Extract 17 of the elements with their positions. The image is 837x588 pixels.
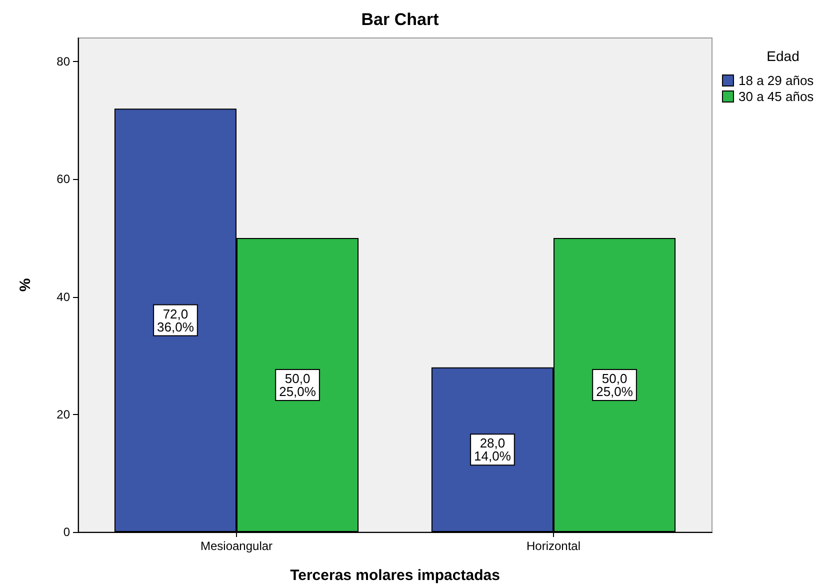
data-label: 72,0 36,0% bbox=[157, 306, 194, 334]
x-tick-label: Mesioangular bbox=[200, 539, 273, 553]
y-tick-label: 80 bbox=[56, 54, 70, 69]
legend-label: 30 a 45 años bbox=[738, 89, 814, 104]
data-label: 50,0 25,0% bbox=[596, 370, 634, 399]
legend-label: 18 a 29 años bbox=[738, 73, 814, 88]
data-label: 50,0 25,0% bbox=[279, 370, 316, 399]
y-tick-label: 20 bbox=[56, 407, 70, 422]
y-tick-label: 40 bbox=[56, 290, 70, 304]
x-axis-title: Terceras molares impactadas bbox=[290, 567, 500, 584]
y-tick-label: 60 bbox=[56, 172, 70, 186]
y-axis-title: % bbox=[17, 278, 34, 292]
y-tick-label: 0 bbox=[63, 525, 70, 539]
chart-title: Bar Chart bbox=[361, 10, 440, 29]
x-tick-label: Horizontal bbox=[526, 539, 581, 553]
legend-title: Edad bbox=[766, 48, 800, 64]
data-label: 28,0 14,0% bbox=[474, 436, 512, 464]
